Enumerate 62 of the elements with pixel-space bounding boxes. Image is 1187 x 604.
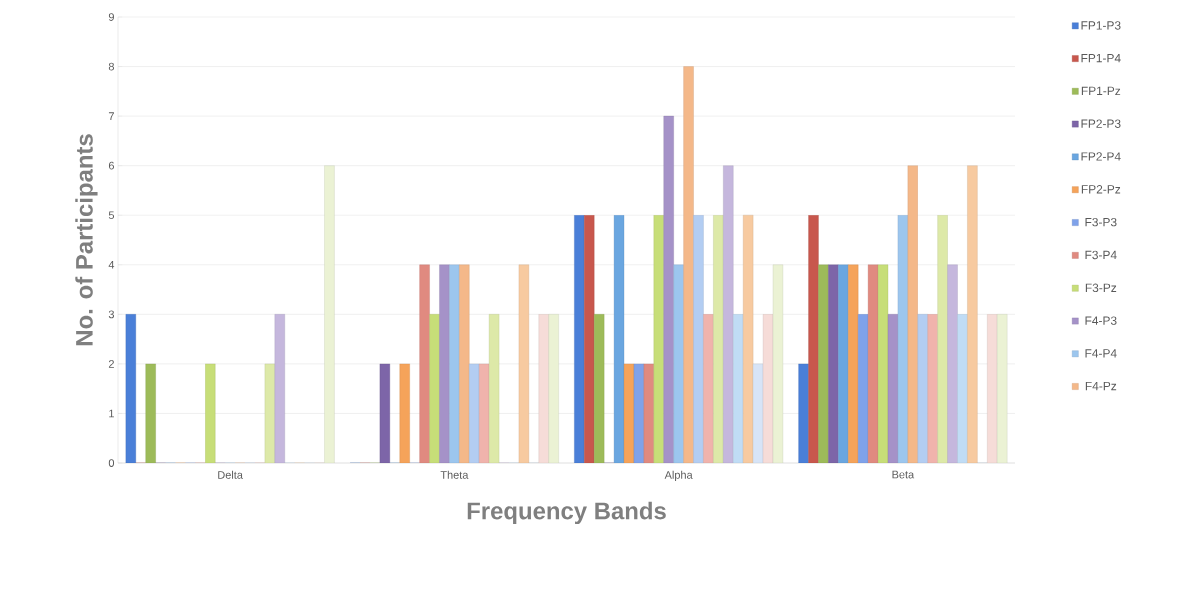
bar — [538, 314, 549, 463]
bar — [808, 215, 819, 463]
y-tick-label: 3 — [108, 310, 114, 319]
bar — [429, 314, 440, 463]
bar — [907, 165, 918, 463]
y-tick-label: 5 — [108, 211, 115, 220]
legend-label: F3-P3 — [1085, 217, 1117, 227]
legend-label: F3-Pz — [1085, 283, 1117, 293]
bar — [274, 314, 285, 463]
bar — [703, 314, 714, 463]
bar — [828, 264, 839, 463]
bar — [439, 264, 450, 463]
legend-label: FP2-P4 — [1081, 152, 1121, 161]
bar — [937, 215, 948, 463]
legend-label: F4-P3 — [1085, 316, 1117, 325]
bar — [947, 264, 958, 463]
legend-label: F4-P4 — [1085, 349, 1117, 358]
legend-label: FP2-P3 — [1081, 119, 1121, 128]
bar — [967, 165, 978, 463]
legend-label: FP2-Pz — [1081, 185, 1121, 194]
y-tick-label: 6 — [108, 161, 114, 170]
bar — [673, 264, 684, 463]
y-tick-label: 2 — [108, 360, 114, 368]
bar — [683, 66, 694, 463]
bar — [997, 314, 1008, 463]
x-tick-label: Alpha — [664, 470, 693, 481]
x-tick-label: Delta — [218, 470, 243, 479]
bar — [917, 314, 928, 463]
y-tick-label: 4 — [108, 261, 115, 269]
bar — [957, 314, 968, 463]
bar — [723, 165, 734, 463]
bar — [449, 264, 460, 463]
legend-label: F3-P4 — [1085, 250, 1117, 260]
bar — [987, 314, 998, 463]
x-axis-title: Frequency Bands — [467, 501, 666, 525]
legend-label: FP1-Pz — [1081, 86, 1121, 95]
y-tick-label: 7 — [108, 112, 114, 120]
y-tick-label: 8 — [108, 62, 114, 71]
bar — [663, 115, 674, 463]
legend-label: F4-Pz — [1085, 381, 1117, 391]
bar — [848, 264, 859, 463]
y-tick-label: 1 — [109, 409, 114, 418]
bar — [713, 215, 724, 463]
bar — [419, 264, 430, 463]
bar — [693, 215, 704, 463]
bar — [838, 264, 849, 463]
legend-label: FP1-P3 — [1081, 21, 1121, 30]
bar — [548, 314, 559, 463]
bar — [324, 165, 335, 463]
bar — [459, 264, 470, 463]
bar — [584, 215, 595, 463]
bar — [927, 314, 938, 463]
bar — [818, 264, 829, 463]
y-tick-label: 0 — [108, 459, 115, 467]
x-tick-label: Theta — [440, 470, 469, 479]
y-axis-title: No. of Participants — [75, 134, 98, 346]
bar — [733, 314, 744, 463]
bar — [653, 215, 664, 463]
bar — [574, 215, 585, 463]
x-tick-label: Beta — [892, 470, 915, 479]
legend-label: FP1-P4 — [1081, 54, 1121, 63]
y-tick-label: 9 — [108, 13, 114, 21]
